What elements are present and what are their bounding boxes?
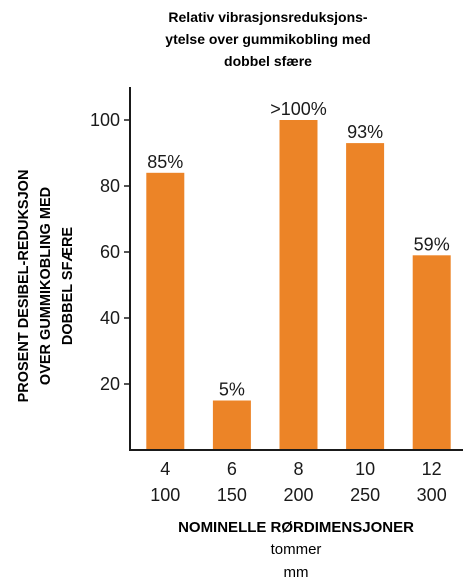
x-tick-label-mm: 250	[350, 485, 380, 505]
x-tick-label-inches: 4	[160, 459, 170, 479]
bar-data-label: 85%	[147, 152, 183, 172]
bar	[212, 400, 251, 449]
bar	[346, 143, 385, 449]
y-axis-label-line-3: DOBBEL SFÆRE	[60, 227, 76, 345]
x-tick-label-inches: 8	[293, 459, 303, 479]
chart-title-line-2: ytelse over gummikobling med	[165, 31, 370, 47]
bar	[146, 172, 185, 450]
x-tick-label-mm: 150	[217, 485, 247, 505]
x-tick-label-mm: 200	[283, 485, 313, 505]
x-tick-label-mm: 100	[150, 485, 180, 505]
x-tick-label-inches: 6	[227, 459, 237, 479]
y-tick-label: 60	[100, 242, 120, 262]
y-tick-label: 80	[100, 176, 120, 196]
x-axis-unit-inches: tommer	[271, 541, 322, 558]
x-axis-unit-mm: mm	[284, 564, 309, 581]
bar-data-label: >100%	[270, 99, 327, 119]
bar-data-label: 93%	[347, 122, 383, 142]
x-tick-label-inches: 12	[422, 459, 442, 479]
x-tick-label-inches: 10	[355, 459, 375, 479]
bar	[279, 120, 318, 449]
chart-title-line-3: dobbel sfære	[224, 53, 312, 69]
chart-title-line-1: Relativ vibrasjonsreduksjons-	[168, 9, 368, 25]
y-axis-label-line-2: OVER GUMMIKOBLING MED	[38, 187, 54, 385]
y-tick-label: 20	[100, 374, 120, 394]
bar-data-label: 5%	[219, 380, 245, 400]
bar	[412, 255, 451, 449]
y-tick-label: 40	[100, 308, 120, 328]
x-axis-label: NOMINELLE RØRDIMENSJONER	[178, 519, 414, 536]
y-axis-label-line-1: PROSENT DESIBEL-REDUKSJON	[16, 170, 32, 403]
y-tick-label: 100	[90, 110, 120, 130]
bar-data-label: 59%	[414, 234, 450, 254]
x-tick-label-mm: 300	[417, 485, 447, 505]
